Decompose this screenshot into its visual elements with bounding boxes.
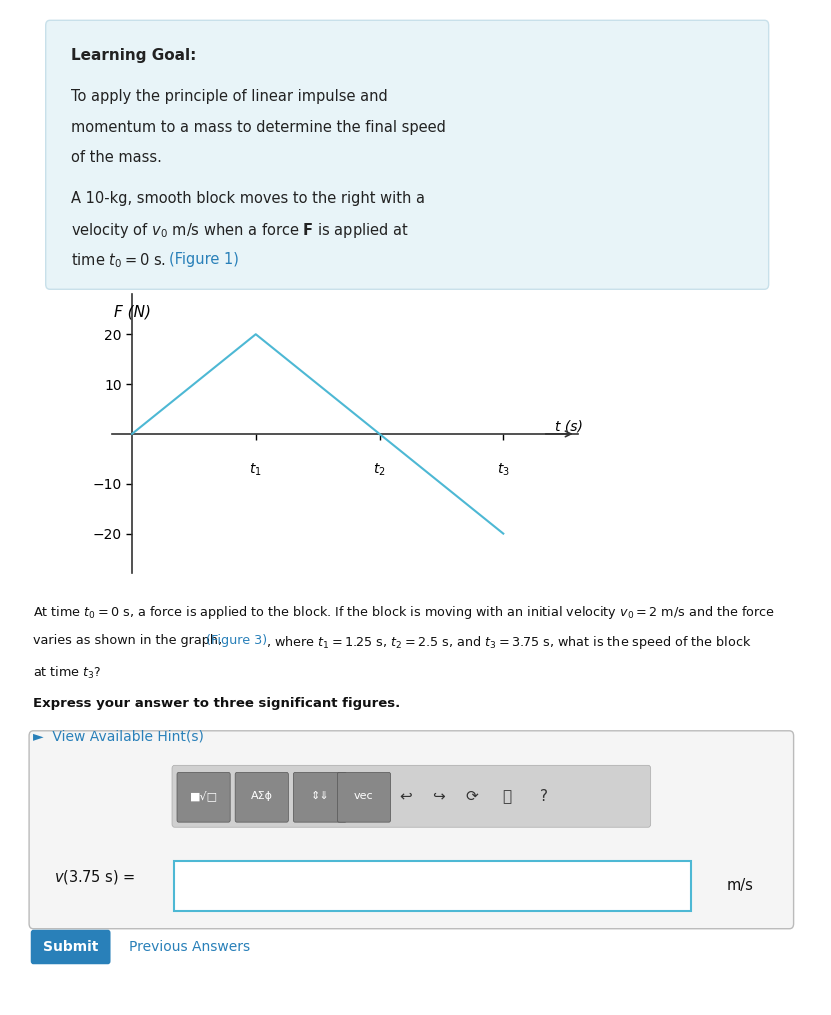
Text: of the mass.: of the mass.: [71, 150, 161, 165]
Text: ►  View Available Hint(s): ► View Available Hint(s): [33, 730, 204, 744]
Text: A 10-kg, smooth block moves to the right with a: A 10-kg, smooth block moves to the right…: [71, 191, 425, 206]
FancyBboxPatch shape: [29, 731, 794, 929]
FancyBboxPatch shape: [172, 765, 651, 827]
Text: , where $t_1 = 1.25$ s, $t_2 = 2.5$ s, and $t_3 = 3.75$ s, what is the speed of : , where $t_1 = 1.25$ s, $t_2 = 2.5$ s, a…: [266, 634, 751, 652]
Text: varies as shown in the graph,: varies as shown in the graph,: [33, 634, 226, 648]
Text: ⟳: ⟳: [465, 789, 479, 804]
Text: $t_3$: $t_3$: [497, 462, 509, 478]
Text: time $t_0 = 0$ s.: time $t_0 = 0$ s.: [71, 252, 167, 270]
Text: Previous Answers: Previous Answers: [129, 940, 250, 954]
Text: (Figure 1): (Figure 1): [169, 252, 238, 267]
Text: ?: ?: [540, 789, 548, 804]
Text: m/s: m/s: [727, 878, 754, 892]
FancyBboxPatch shape: [293, 772, 347, 822]
Text: velocity of $v_0$ m/s when a force $\mathbf{F}$ is applied at: velocity of $v_0$ m/s when a force $\mat…: [71, 221, 408, 241]
Text: ⎙: ⎙: [503, 789, 511, 804]
Text: ⇕⇓: ⇕⇓: [311, 792, 329, 801]
FancyBboxPatch shape: [31, 930, 111, 964]
Text: F (N): F (N): [114, 304, 151, 320]
FancyBboxPatch shape: [174, 861, 691, 911]
FancyBboxPatch shape: [177, 772, 230, 822]
Text: ↪: ↪: [432, 789, 445, 804]
FancyBboxPatch shape: [337, 772, 391, 822]
Text: $t_1$: $t_1$: [249, 462, 262, 478]
Text: AΣϕ: AΣϕ: [251, 792, 273, 801]
Text: At time $t_0 = 0$ s, a force is applied to the block. If the block is moving wit: At time $t_0 = 0$ s, a force is applied …: [33, 604, 775, 621]
Text: Learning Goal:: Learning Goal:: [71, 48, 196, 63]
Text: at time $t_3$?: at time $t_3$?: [33, 665, 101, 681]
Text: (Figure 3): (Figure 3): [206, 634, 268, 648]
Text: $v$(3.75 s) =: $v$(3.75 s) =: [54, 868, 135, 886]
Text: Express your answer to three significant figures.: Express your answer to three significant…: [33, 697, 401, 710]
Text: t (s): t (s): [554, 419, 583, 433]
Text: vec: vec: [354, 792, 374, 801]
FancyBboxPatch shape: [235, 772, 288, 822]
Text: ↩: ↩: [399, 789, 412, 804]
Text: $t_2$: $t_2$: [373, 462, 386, 478]
FancyBboxPatch shape: [46, 20, 769, 289]
Text: ■√□: ■√□: [189, 791, 218, 802]
Text: momentum to a mass to determine the final speed: momentum to a mass to determine the fina…: [71, 120, 445, 135]
Text: To apply the principle of linear impulse and: To apply the principle of linear impulse…: [71, 89, 387, 105]
Text: Submit: Submit: [43, 940, 98, 954]
